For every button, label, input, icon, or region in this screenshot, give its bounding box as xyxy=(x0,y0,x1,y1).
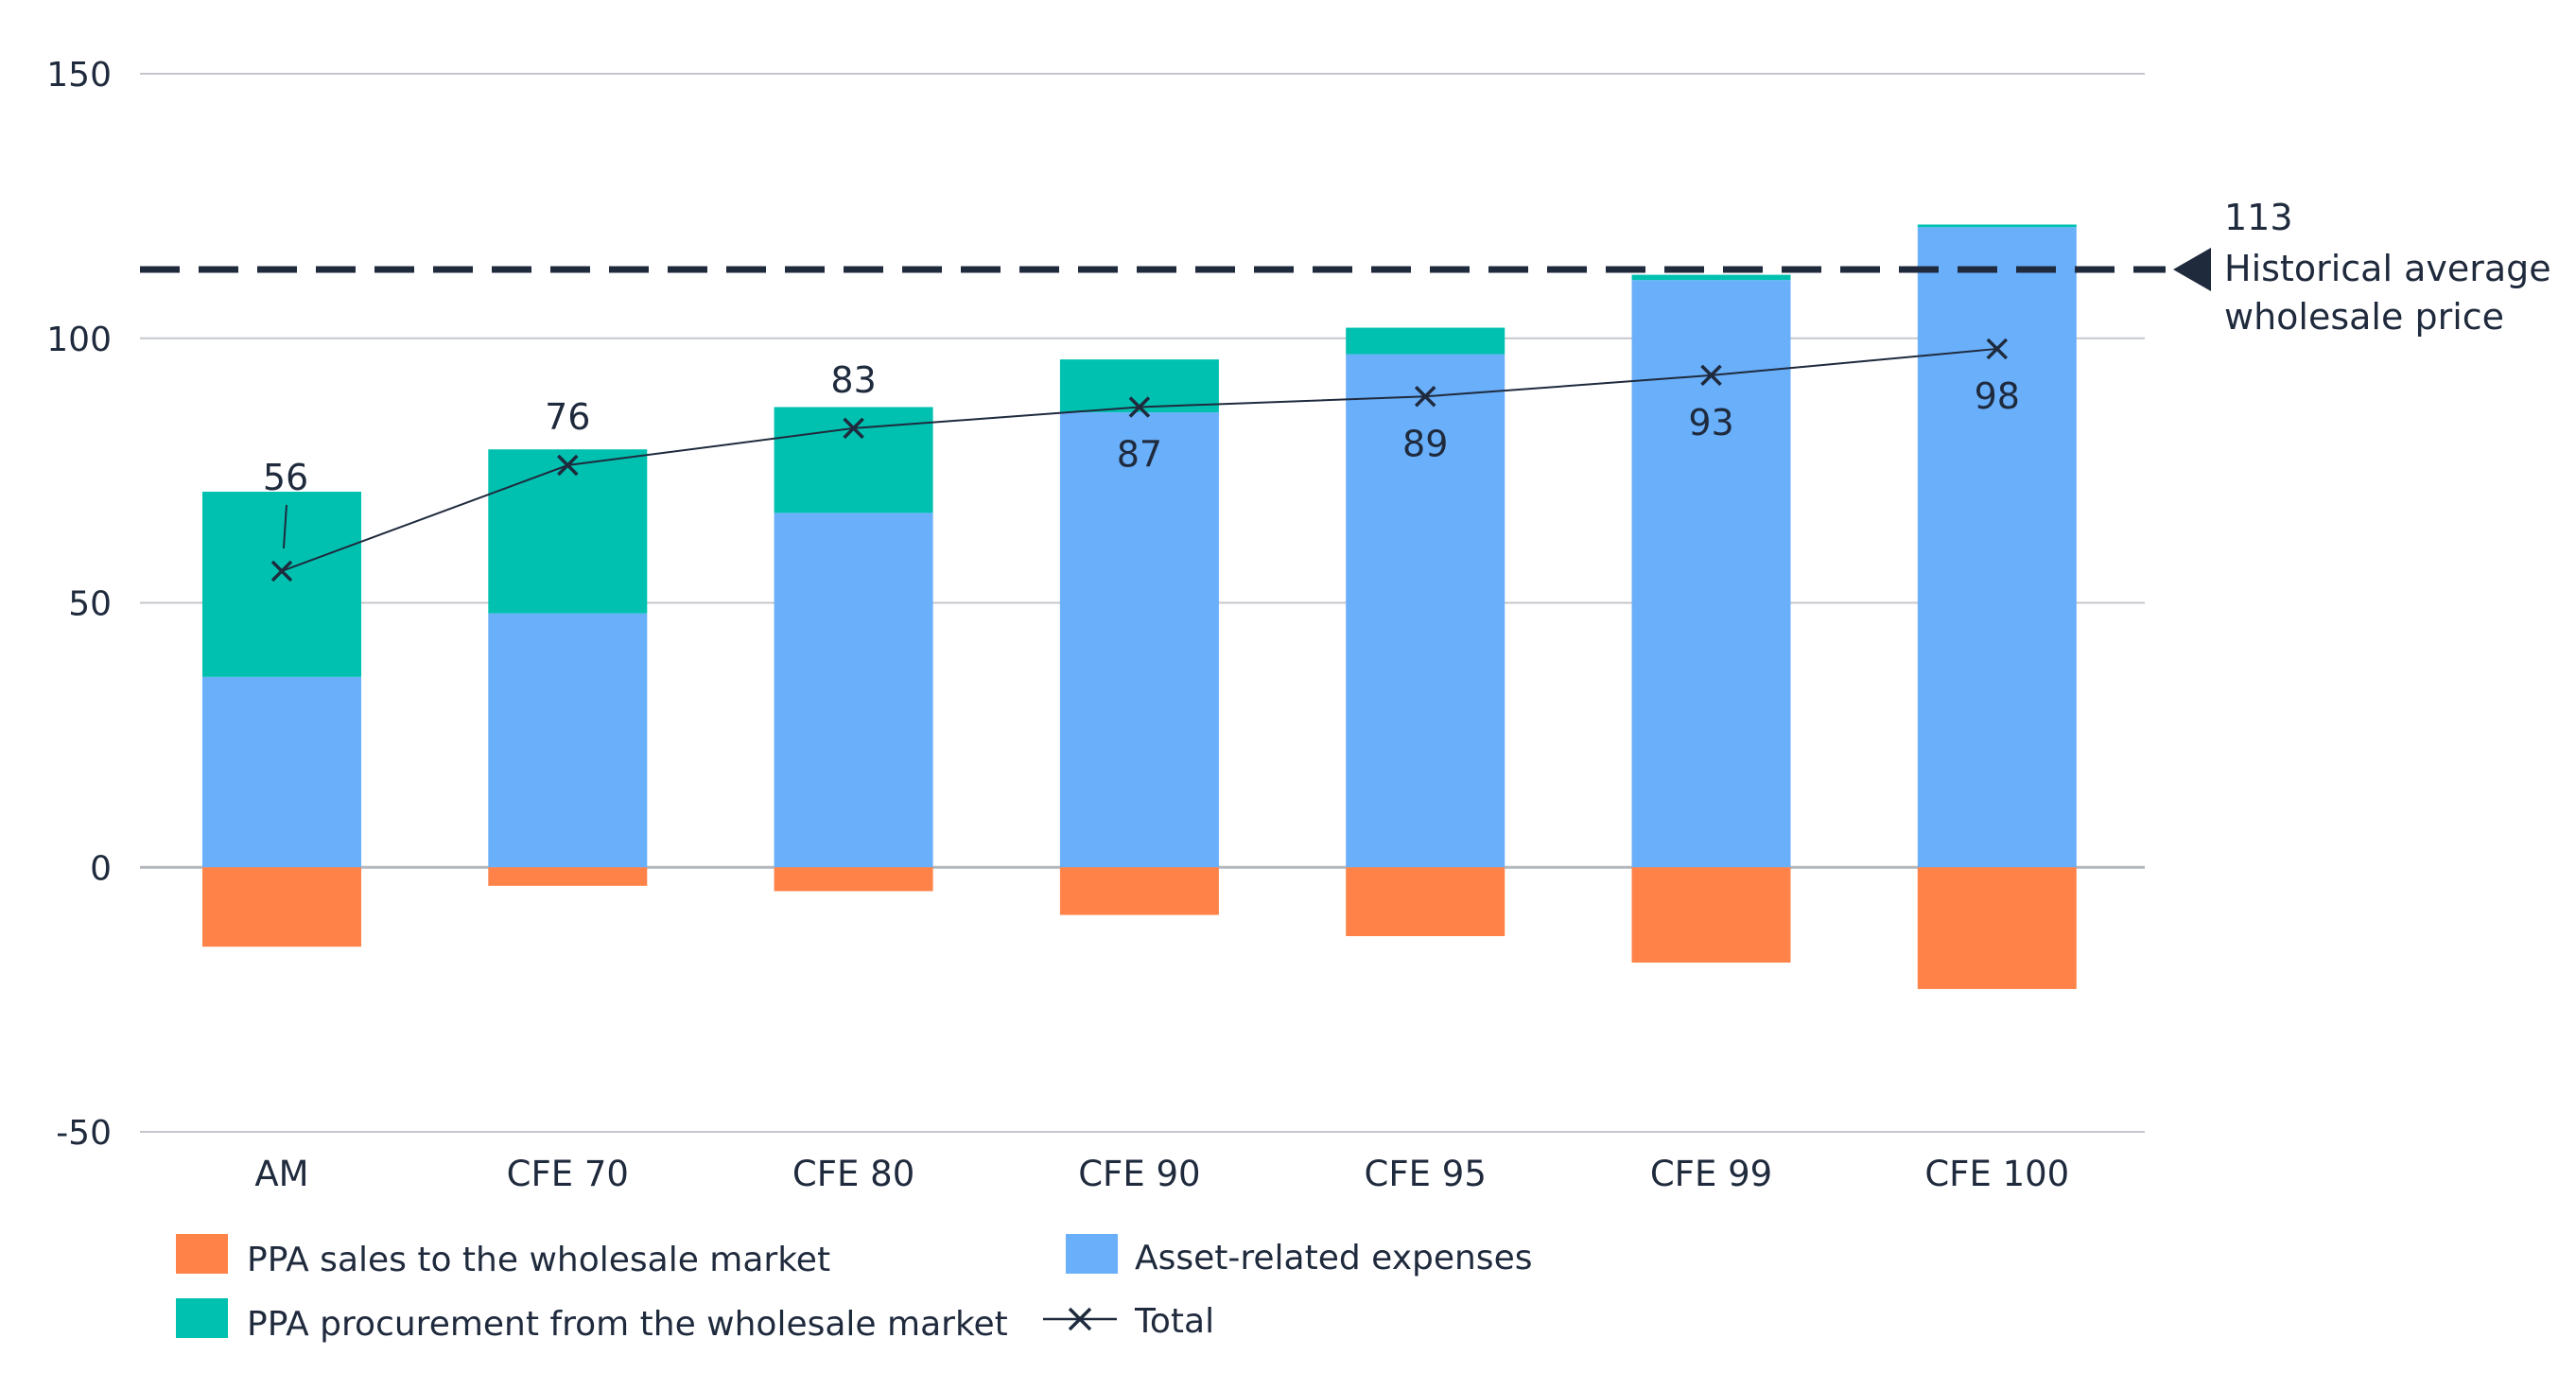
total-data-label: 89 xyxy=(1402,423,1448,464)
x-category-label: CFE 99 xyxy=(1650,1154,1772,1194)
y-tick-label: 0 xyxy=(90,849,112,888)
total-marker xyxy=(1128,396,1151,418)
reference-label-line2: wholesale price xyxy=(2224,296,2504,338)
total-data-label: 83 xyxy=(830,359,876,401)
bar-procurement xyxy=(1917,224,2077,228)
total-data-label: 56 xyxy=(263,457,308,498)
total-label-leader xyxy=(283,504,287,548)
bar-asset xyxy=(1059,412,1219,868)
bar-procurement xyxy=(1631,274,1791,281)
legend-label-procurement: PPA procurement from the wholesale marke… xyxy=(247,1305,1008,1344)
legend-item-total[interactable]: Total xyxy=(1043,1302,1214,1341)
x-category-label: CFE 100 xyxy=(1924,1154,2069,1194)
total-marker xyxy=(1986,338,2009,360)
total-marker xyxy=(843,417,864,440)
x-category-label: CFE 90 xyxy=(1078,1154,1200,1194)
bar-sales xyxy=(1631,867,1791,963)
total-marker xyxy=(1414,386,1436,408)
legend-label-total: Total xyxy=(1134,1302,1214,1341)
x-category-label: CFE 80 xyxy=(792,1154,914,1194)
total-data-label: 93 xyxy=(1688,402,1733,443)
bar-procurement xyxy=(1059,359,1219,413)
bar-asset xyxy=(774,513,933,868)
total-line-group xyxy=(270,338,2009,582)
bar-sales xyxy=(1059,867,1219,915)
bar-asset xyxy=(1346,354,1506,868)
total-marker xyxy=(557,454,579,477)
bar-asset xyxy=(202,676,361,868)
legend-item-sales[interactable]: PPA sales to the wholesale market xyxy=(176,1234,830,1279)
bar-sales xyxy=(1917,867,2077,989)
x-category-label: AM xyxy=(254,1154,308,1194)
legend-item-procurement[interactable]: PPA procurement from the wholesale marke… xyxy=(176,1298,1008,1344)
reference-arrow-icon xyxy=(2173,248,2211,292)
legend-marker-total xyxy=(1068,1307,1092,1331)
bar-procurement xyxy=(488,449,648,614)
bar-sales xyxy=(774,867,933,892)
bar-asset xyxy=(488,613,648,868)
y-tick-label: 100 xyxy=(46,321,112,359)
reference-value-label: 113 xyxy=(2224,197,2293,238)
reference-line-group: 113 Historical average wholesale price xyxy=(140,197,2551,338)
y-tick-label: 150 xyxy=(46,56,112,95)
bar-asset xyxy=(1631,280,1791,868)
legend: PPA sales to the wholesale market Asset-… xyxy=(176,1234,1532,1344)
bar-sales xyxy=(488,867,648,886)
legend-swatch-procurement xyxy=(176,1298,228,1338)
data-labels: 56 76 83 87 89 93 98 xyxy=(263,359,2020,548)
bar-procurement xyxy=(774,407,933,513)
total-marker xyxy=(1700,364,1722,387)
bar-sales xyxy=(1346,867,1506,936)
bars xyxy=(202,224,2077,989)
total-data-label: 87 xyxy=(1117,433,1162,475)
reference-label-line1: Historical average xyxy=(2224,248,2551,289)
bar-asset xyxy=(1917,227,2077,868)
legend-label-sales: PPA sales to the wholesale market xyxy=(247,1241,830,1279)
bar-sales xyxy=(202,867,361,947)
x-category-label: CFE 95 xyxy=(1365,1154,1487,1194)
legend-label-asset: Asset-related expenses xyxy=(1135,1239,1532,1277)
x-category-label: CFE 70 xyxy=(507,1154,629,1194)
bar-procurement xyxy=(202,492,361,677)
y-tick-label: -50 xyxy=(56,1114,112,1153)
total-marker xyxy=(270,560,293,582)
axes-labels: -50 0 50 100 150 AM CFE 70 CFE 80 CFE 90 CFE 95 CF… xyxy=(46,56,2069,1194)
legend-swatch-sales xyxy=(176,1234,228,1274)
total-data-label: 76 xyxy=(545,396,590,438)
legend-swatch-asset xyxy=(1066,1234,1118,1274)
total-data-label: 98 xyxy=(1975,375,2020,417)
y-tick-label: 50 xyxy=(68,585,112,624)
bar-procurement xyxy=(1346,327,1506,355)
legend-item-asset[interactable]: Asset-related expenses xyxy=(1066,1234,1532,1277)
